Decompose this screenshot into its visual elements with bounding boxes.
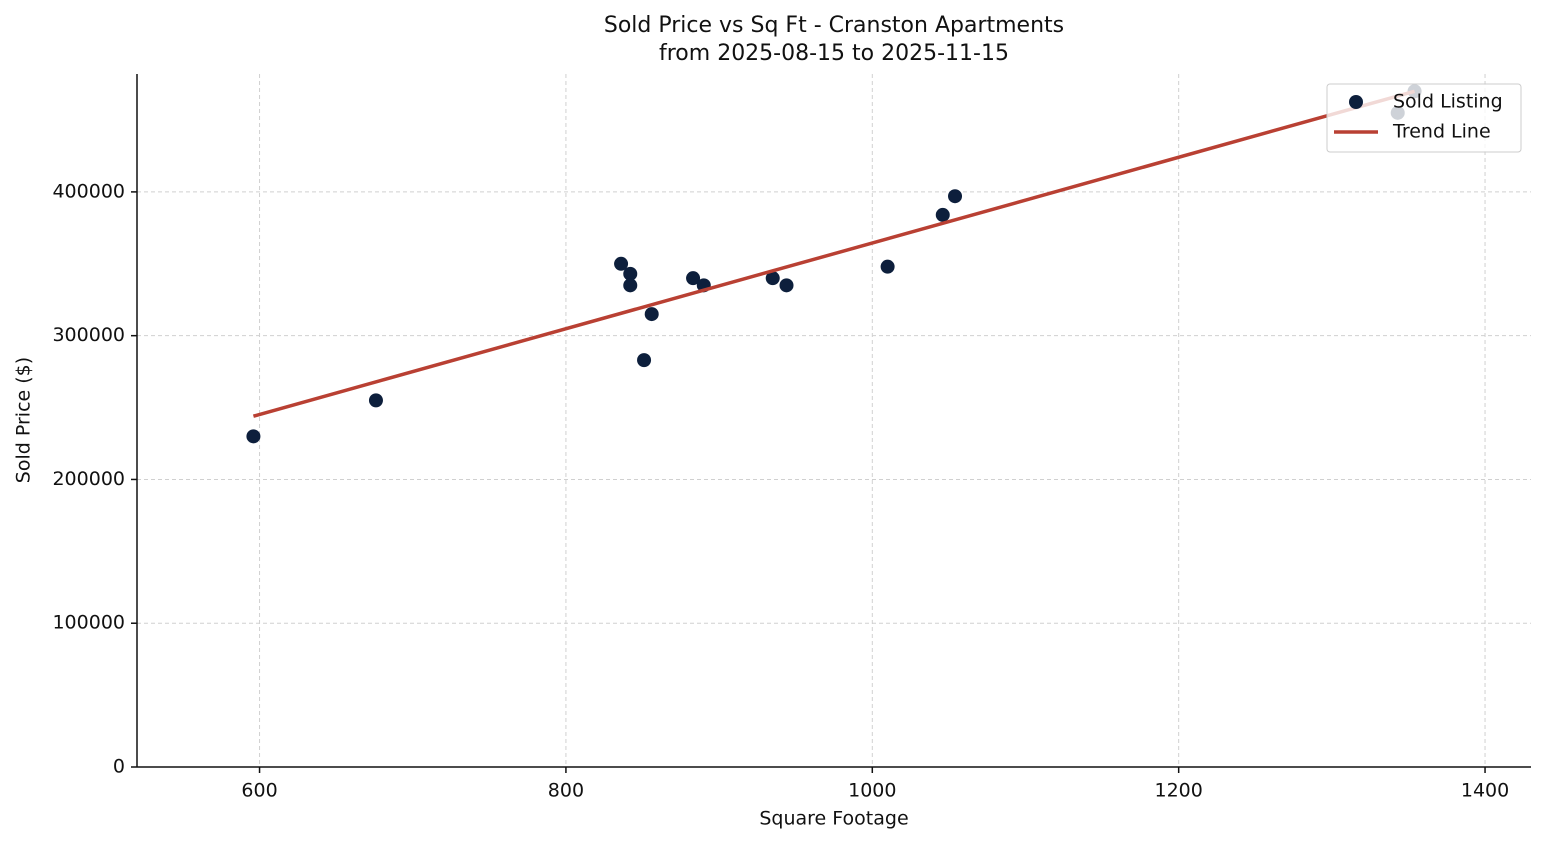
data-point: [644, 307, 659, 322]
data-point: [880, 259, 895, 274]
data-point: [246, 429, 261, 444]
y-axis-label: Sold Price ($): [13, 357, 35, 483]
y-tick-label: 300000: [52, 324, 125, 346]
data-point: [948, 189, 963, 204]
x-tick-label: 1000: [848, 780, 896, 802]
y-tick-label: 0: [113, 756, 125, 778]
y-tick-label: 400000: [52, 180, 125, 202]
data-point: [614, 256, 629, 271]
data-point: [765, 271, 780, 286]
legend-label: Sold Listing: [1393, 91, 1503, 113]
x-tick-label: 1400: [1461, 780, 1509, 802]
chart-title: Sold Price vs Sq Ft - Cranston Apartment…: [604, 13, 1064, 38]
legend-marker: [1349, 95, 1363, 109]
y-tick-label: 100000: [52, 612, 125, 634]
legend: Sold Listing Trend Line: [1326, 83, 1522, 153]
x-tick-label: 800: [548, 780, 584, 802]
trend-line: [252, 89, 1416, 418]
legend-label: Trend Line: [1392, 121, 1491, 143]
x-tick-label: 600: [241, 780, 277, 802]
data-point: [779, 278, 794, 293]
plot-area: 600 800 1000 1200 1400 0 100000 200000 300000 400…: [52, 74, 1531, 802]
x-tick-label: 1200: [1154, 780, 1202, 802]
legend-box: [1326, 83, 1522, 153]
chart-subtitle: from 2025-08-15 to 2025-11-15: [659, 41, 1009, 66]
data-point: [686, 271, 701, 286]
y-tick-label: 200000: [52, 468, 125, 490]
data-point: [623, 278, 638, 293]
data-point: [623, 266, 638, 281]
x-axis-label: Square Footage: [759, 808, 908, 830]
data-point: [637, 353, 652, 368]
data-point: [368, 393, 383, 408]
data-point: [935, 207, 950, 222]
